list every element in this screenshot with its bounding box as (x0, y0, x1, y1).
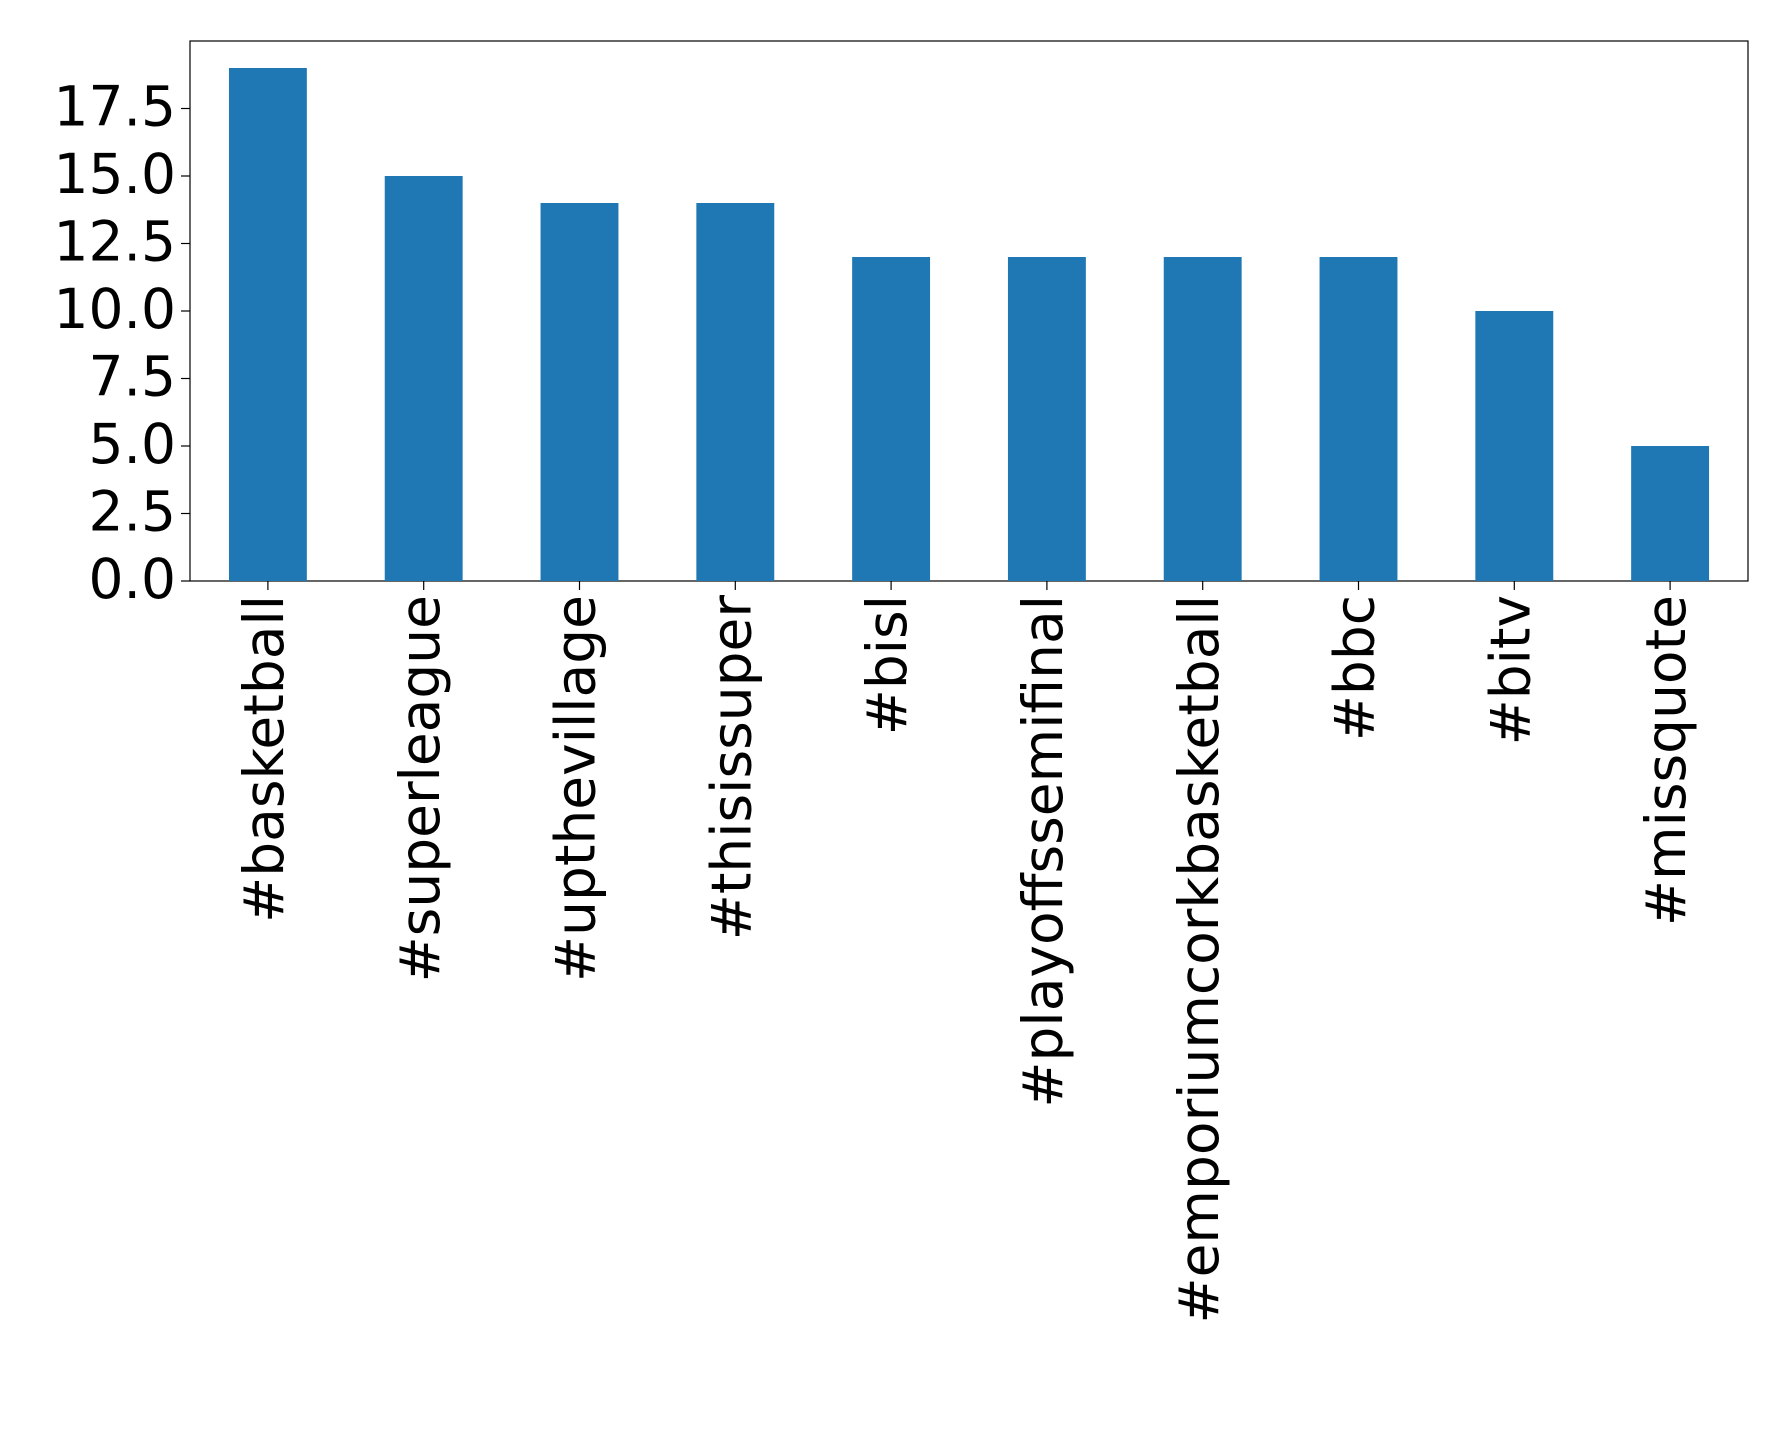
x-tick-label: #missquote (1634, 595, 1698, 926)
y-tick-label: 12.5 (54, 210, 176, 274)
y-tick-label: 17.5 (54, 75, 176, 139)
x-tick-label: #bbc (1323, 595, 1387, 741)
x-tick-label: #playoffssemifinal (1011, 595, 1075, 1108)
y-tick-label: 15.0 (54, 142, 176, 206)
bar (384, 176, 463, 581)
x-tick-label: #upthevillage (544, 595, 608, 982)
bar (1007, 257, 1086, 581)
y-tick-label: 0.0 (89, 547, 176, 611)
y-tick-label: 5.0 (89, 412, 176, 476)
x-tick-label: #bisl (855, 595, 919, 735)
bar (1319, 257, 1398, 581)
bar (1475, 311, 1554, 581)
x-tick-label: #bitv (1478, 595, 1542, 745)
bar (228, 68, 307, 581)
bar (540, 203, 619, 581)
x-tick-label: #thisissuper (699, 595, 763, 941)
x-tick-label: #superleague (388, 595, 452, 982)
x-tick-label: #emporiumcorkbasketball (1167, 595, 1231, 1323)
bar (1631, 446, 1710, 581)
y-tick-label: 2.5 (89, 480, 176, 544)
y-tick-label: 7.5 (89, 345, 176, 409)
bar (852, 257, 931, 581)
y-tick-label: 10.0 (54, 277, 176, 341)
bar (696, 203, 775, 581)
bar (1163, 257, 1242, 581)
x-tick-label: #basketball (232, 595, 296, 923)
